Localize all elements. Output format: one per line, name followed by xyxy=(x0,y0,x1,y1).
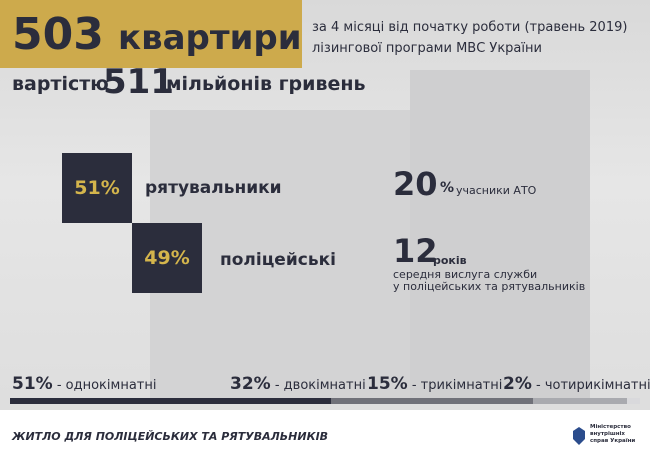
apartment-segment xyxy=(331,398,533,404)
apartment-stat: 15% - трикімнатні xyxy=(367,374,502,394)
fact-number: 12 xyxy=(393,232,438,270)
cost: 511 xyxy=(103,62,174,102)
fact-text: учасники АТО xyxy=(456,184,537,197)
apartment-segment xyxy=(627,398,640,404)
apartment-type: - чотирикімнатні xyxy=(536,378,650,393)
cost-unit: мільйонів гривень xyxy=(166,73,366,95)
recipient-box: 51% xyxy=(62,153,132,223)
fact-number: 20 xyxy=(393,165,438,203)
apartment-segment xyxy=(532,398,628,404)
apartment-bar xyxy=(10,398,640,404)
footer-title: ЖИТЛО ДЛЯ ПОЛІЦЕЙСЬКИХ ТА РЯТУВАЛЬНИКІВ xyxy=(12,430,329,443)
apartment-type: - однокімнатні xyxy=(56,378,157,393)
apartment-stat: 51% - однокімнатні xyxy=(12,374,156,394)
count-unit: квартири xyxy=(118,18,302,58)
apartment-segment xyxy=(10,398,332,404)
title-box xyxy=(0,0,302,68)
count: 503 xyxy=(12,9,104,60)
recipient-name: рятувальники xyxy=(145,178,282,198)
fact-unit: % xyxy=(440,180,455,196)
building xyxy=(410,70,590,400)
fact-text: середня вислуга служби xyxy=(393,268,538,281)
apartment-share: 32% xyxy=(230,374,271,394)
footer xyxy=(0,410,650,460)
apartment-type: - двокімнатні xyxy=(274,378,366,393)
recipient-box: 49% xyxy=(132,223,202,293)
recipient-name: поліцейські xyxy=(220,250,336,270)
fact-text: у поліцейських та рятувальників xyxy=(393,280,586,293)
note: за 4 місяці від початку роботи (травень … xyxy=(312,20,628,35)
cost-prefix: вартістю xyxy=(12,73,109,95)
apartment-share: 2% xyxy=(503,374,532,394)
logo-text: Міністерство внутрішніх справ України xyxy=(590,424,636,444)
apartment-share: 51% xyxy=(12,374,53,394)
note: лізингової програми МВС України xyxy=(312,41,542,56)
fact-unit: років xyxy=(433,254,467,267)
recipient-share: 49% xyxy=(144,247,190,269)
recipient-share: 51% xyxy=(74,177,120,199)
apartment-stat: 32% - двокімнатні xyxy=(230,374,366,394)
apartment-stat: 2% - чотирикімнатні xyxy=(503,374,650,394)
logo-emblem xyxy=(573,427,585,445)
apartment-type: - трикімнатні xyxy=(411,378,503,393)
apartment-share: 15% xyxy=(367,374,408,394)
